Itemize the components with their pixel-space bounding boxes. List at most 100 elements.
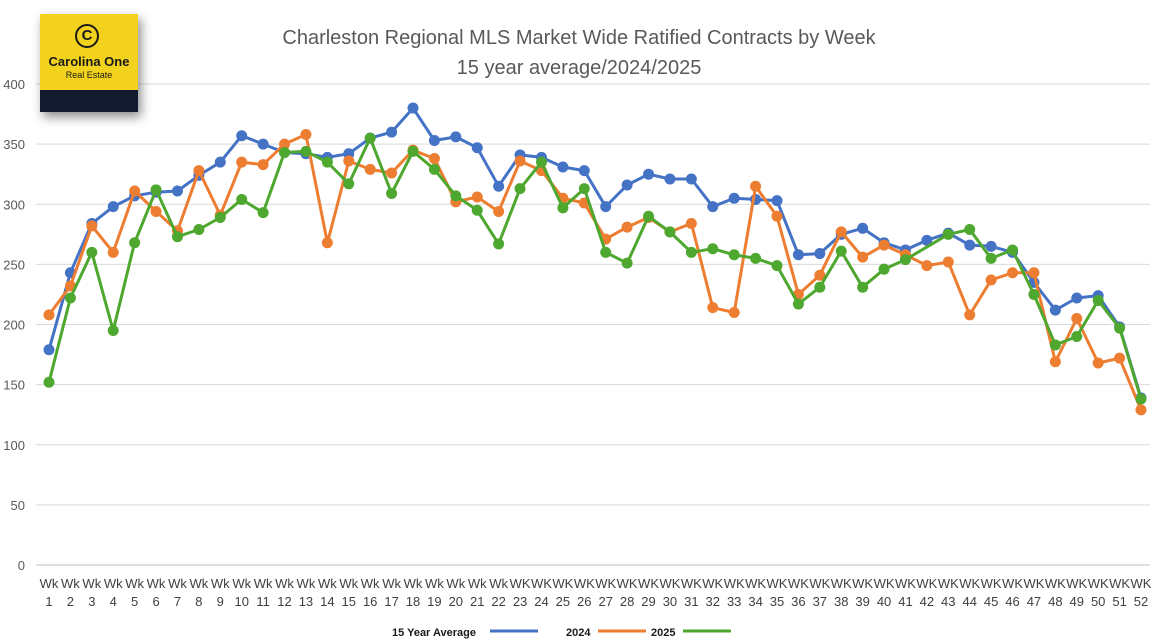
x-tick-label: WK 42 [916, 576, 937, 609]
data-point [1007, 244, 1019, 256]
data-point [321, 237, 333, 249]
data-point [707, 243, 719, 255]
data-point [214, 156, 226, 168]
data-point [428, 153, 440, 165]
data-point [771, 210, 783, 222]
data-point [835, 226, 847, 238]
data-point [150, 205, 162, 217]
x-tick-label: WK 23 [510, 576, 531, 609]
data-point [343, 178, 355, 190]
data-point [471, 204, 483, 216]
data-point [343, 155, 355, 167]
data-point [1028, 288, 1040, 300]
data-point [728, 192, 740, 204]
data-point [750, 180, 762, 192]
y-tick-label: 300 [3, 197, 25, 212]
data-point [236, 193, 248, 205]
data-point [921, 234, 933, 246]
x-tick-label: Wk 14 [318, 576, 337, 609]
data-point [643, 168, 655, 180]
data-point [685, 173, 697, 185]
x-tick-label: Wk 16 [361, 576, 380, 609]
data-point [1135, 393, 1147, 405]
x-tick-label: Wk 22 [489, 576, 508, 609]
data-point [493, 205, 505, 217]
data-point [1114, 322, 1126, 334]
data-point [878, 239, 890, 251]
x-tick-label: Wk 3 [82, 576, 101, 609]
x-tick-label: WK 33 [724, 576, 745, 609]
x-tick-label: WK 51 [1109, 576, 1130, 609]
data-point [43, 344, 55, 356]
data-point [171, 185, 183, 197]
x-tick-label: Wk 17 [382, 576, 401, 609]
x-tick-label: WK 37 [809, 576, 830, 609]
y-tick-label: 400 [3, 77, 25, 92]
x-tick-label: WK 40 [874, 576, 895, 609]
data-point [1049, 304, 1061, 316]
data-point [364, 132, 376, 144]
x-tick-label: WK 36 [788, 576, 809, 609]
x-tick-label: WK 48 [1045, 576, 1066, 609]
x-tick-label: WK 50 [1088, 576, 1109, 609]
x-tick-label: Wk 9 [211, 576, 230, 609]
x-tick-label: WK 27 [595, 576, 616, 609]
data-point [814, 281, 826, 293]
x-tick-label: WK 38 [831, 576, 852, 609]
data-point [214, 211, 226, 223]
y-tick-label: 250 [3, 257, 25, 272]
grid-lines [36, 83, 1150, 566]
data-point [750, 252, 762, 264]
data-point [600, 201, 612, 213]
data-point [257, 138, 269, 150]
logo-band [40, 90, 138, 112]
data-point [193, 165, 205, 177]
x-tick-label: WK 25 [552, 576, 573, 609]
data-point [771, 195, 783, 207]
data-point [878, 263, 890, 275]
x-tick-label: Wk 6 [147, 576, 166, 609]
data-point [985, 252, 997, 264]
x-tick-label: WK 43 [938, 576, 959, 609]
data-point [257, 207, 269, 219]
data-point [985, 274, 997, 286]
x-tick-label: Wk 5 [125, 576, 144, 609]
data-point [985, 240, 997, 252]
data-point [621, 179, 633, 191]
data-point [407, 145, 419, 157]
data-point [450, 190, 462, 202]
x-tick-label: Wk 15 [339, 576, 358, 609]
series-line [47, 136, 1143, 400]
x-tick-label: Wk 21 [468, 576, 487, 609]
y-tick-label: 50 [11, 498, 25, 513]
data-point [407, 102, 419, 114]
x-tick-label: WK 24 [531, 576, 552, 609]
x-tick-label: WK 39 [852, 576, 873, 609]
legend-label: 2024 [566, 627, 591, 639]
x-tick-label: Wk 11 [254, 576, 273, 609]
legend-label: 2025 [651, 627, 675, 639]
chart-title: Charleston Regional MLS Market Wide Rati… [282, 27, 876, 49]
x-tick-label: WK 31 [681, 576, 702, 609]
data-point [386, 187, 398, 199]
data-point [964, 224, 976, 236]
data-point [942, 256, 954, 268]
data-point [792, 298, 804, 310]
data-point [1028, 267, 1040, 279]
data-point [86, 246, 98, 258]
data-point [1092, 294, 1104, 306]
y-axis: 0 50 100 150 200 250 300 350 400 [3, 77, 25, 573]
data-point [236, 130, 248, 142]
data-point [685, 217, 697, 229]
data-point [43, 309, 55, 321]
x-tick-label: Wk 1 [40, 576, 59, 609]
data-point [621, 221, 633, 233]
logo-name: Carolina One [48, 54, 130, 69]
data-point [364, 163, 376, 175]
data-point [257, 159, 269, 171]
x-tick-label: Wk 2 [61, 576, 80, 609]
data-point [964, 309, 976, 321]
data-point [236, 156, 248, 168]
data-point [835, 245, 847, 257]
